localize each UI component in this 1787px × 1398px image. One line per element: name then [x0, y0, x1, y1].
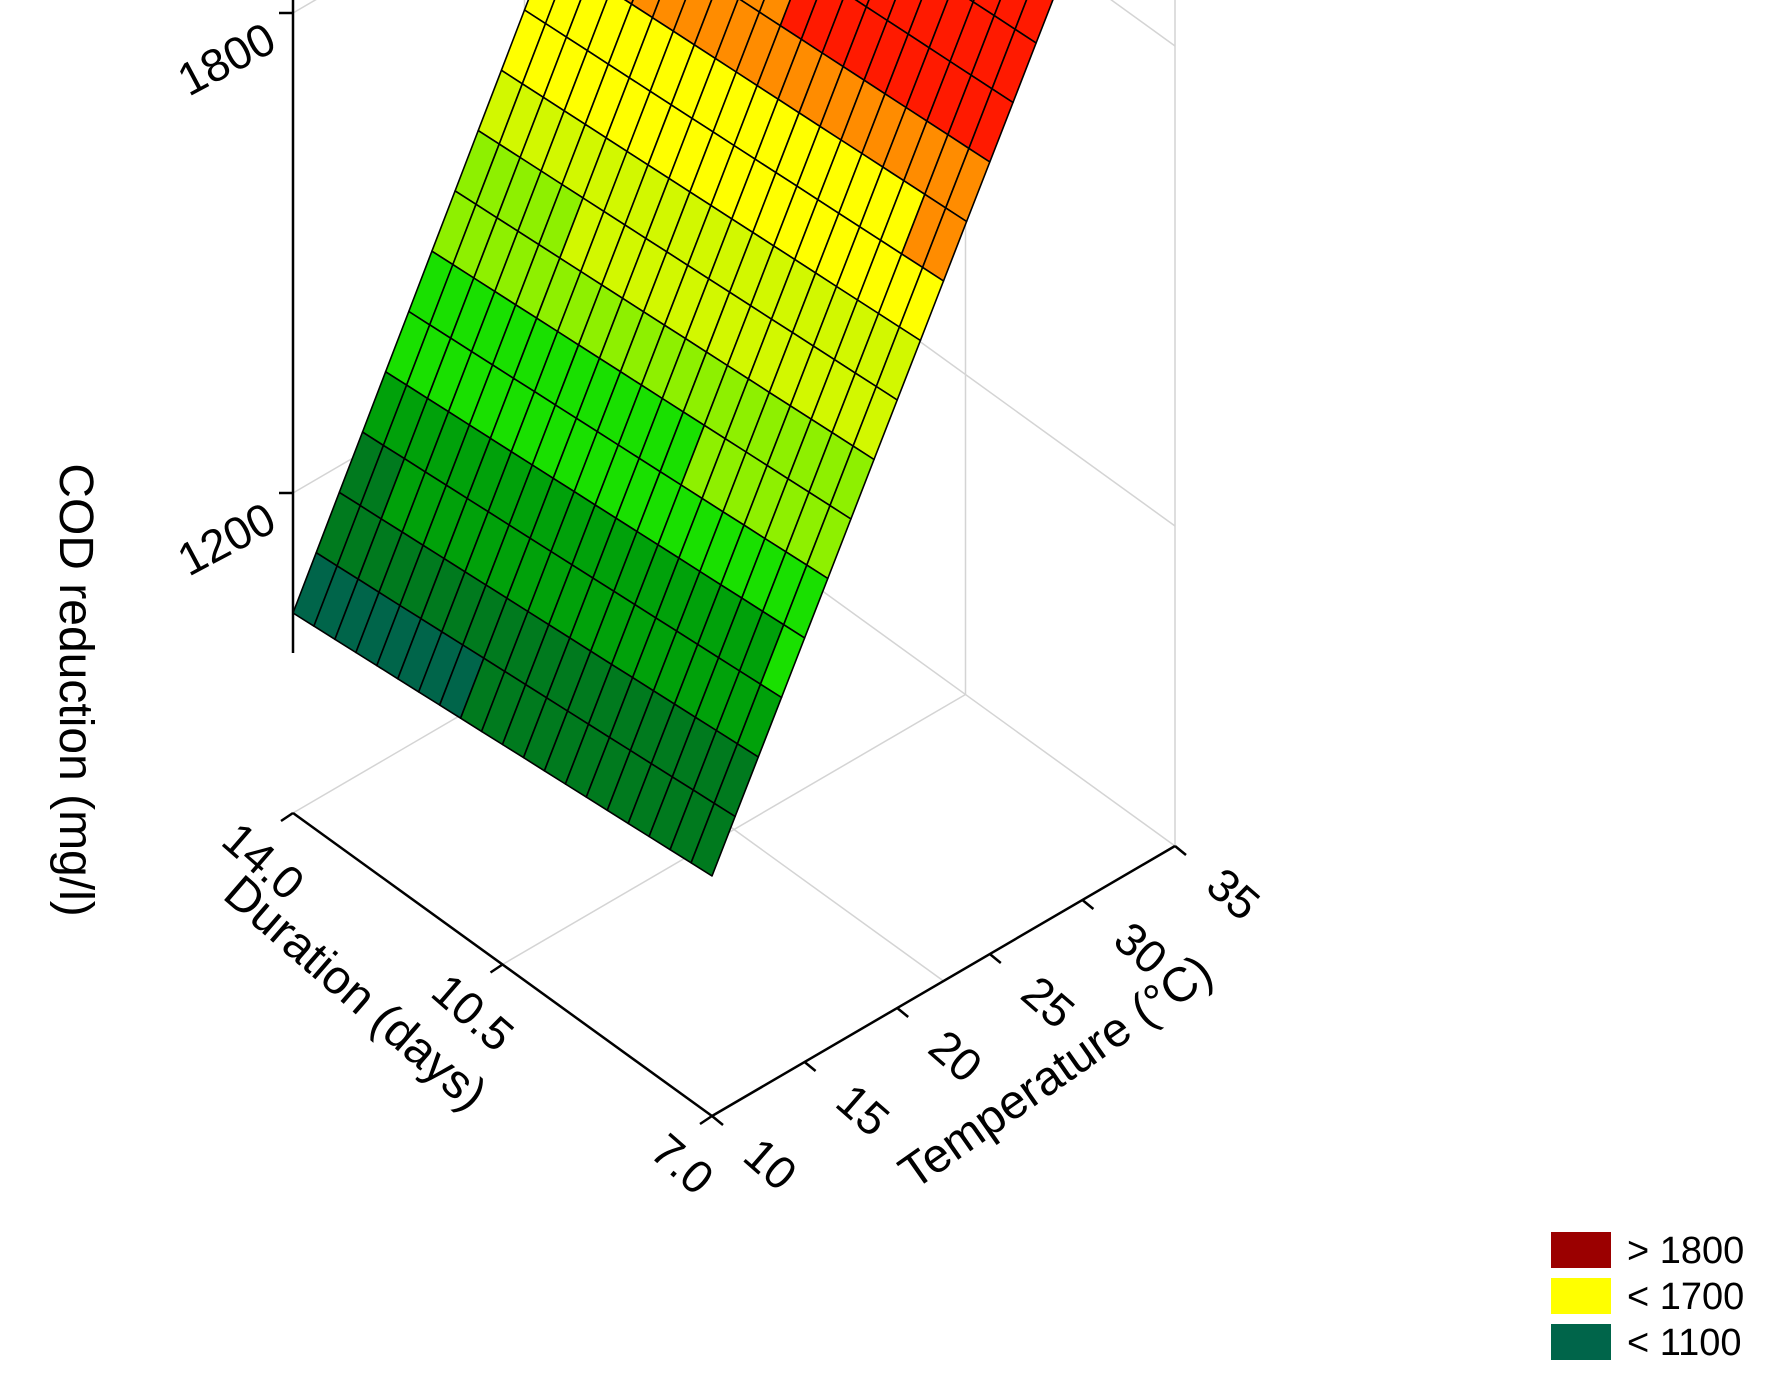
legend-swatch — [1551, 1278, 1611, 1314]
x-tick — [803, 1061, 817, 1072]
x-tick — [711, 1115, 724, 1126]
x-tick-label: 15 — [827, 1074, 900, 1147]
y-tick-label: 7.0 — [641, 1123, 723, 1204]
legend-label: < 1700 — [1627, 1276, 1744, 1318]
x-tick — [1174, 845, 1187, 856]
legend-label: > 1800 — [1627, 1230, 1744, 1272]
legend-swatch — [1551, 1232, 1611, 1268]
legend-label: < 1100 — [1627, 1322, 1741, 1364]
z-axis-title: COD reduction (mg/l) — [49, 463, 102, 916]
x-tick-label: 10 — [734, 1128, 807, 1201]
legend: > 1800< 1700< 1100 — [1551, 1230, 1744, 1364]
legend-swatch — [1551, 1324, 1611, 1360]
x-tick — [1081, 899, 1095, 910]
x-tick-label: 20 — [919, 1020, 992, 1093]
x-axis-line — [711, 844, 1176, 1118]
x-tick-label: 35 — [1197, 858, 1270, 931]
z-tick-label: 1200 — [169, 492, 284, 586]
surface-cell — [690, 802, 736, 877]
y-tick — [280, 811, 294, 823]
x-tick — [989, 953, 1002, 964]
surface-mesh — [292, 0, 1054, 877]
z-tick-label: 1800 — [169, 12, 284, 106]
y-tick — [489, 963, 504, 974]
y-tick — [699, 1114, 713, 1126]
x-tick — [896, 1007, 909, 1018]
